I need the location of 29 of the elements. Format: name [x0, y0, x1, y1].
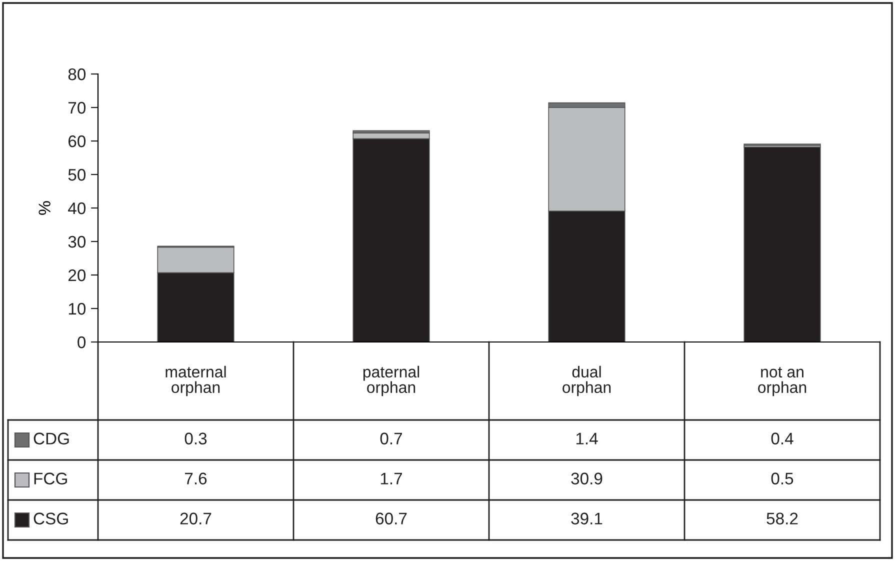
- data-label: 1.4: [576, 432, 598, 444]
- data-label: 30.9: [571, 472, 602, 484]
- data-label: 39.1: [571, 512, 602, 524]
- y-tick-label: 80: [68, 68, 86, 80]
- y-tick-label: 20: [68, 269, 86, 282]
- x-tick-label: paternal orphan: [363, 366, 420, 396]
- y-tick-label: 0: [78, 336, 86, 348]
- data-label: 0.7: [380, 432, 402, 444]
- x-tick-label: dual orphan: [562, 366, 611, 396]
- y-axis-title: %: [38, 201, 50, 215]
- x-tick-label: not an orphan: [758, 367, 806, 396]
- data-label: 7.6: [185, 472, 207, 484]
- y-tick-label: 50: [68, 168, 86, 181]
- y-tick-label: 10: [68, 302, 86, 315]
- y-tick-label: 30: [68, 236, 86, 248]
- data-label: 0.3: [184, 432, 207, 444]
- legend-label: CSG: [34, 512, 68, 524]
- data-label: 0.4: [771, 432, 794, 444]
- data-label: 0.5: [771, 472, 794, 484]
- y-tick-label: 40: [68, 202, 86, 214]
- data-label: 1.7: [380, 472, 402, 484]
- legend-label: CDG: [34, 432, 69, 444]
- x-tick-label: maternal orphan: [166, 366, 226, 396]
- y-tick-label: 70: [68, 102, 86, 114]
- y-tick-label: 60: [68, 135, 86, 148]
- data-label: 20.7: [180, 512, 212, 524]
- legend-label: FCG: [34, 472, 67, 484]
- data-label: 60.7: [376, 512, 407, 524]
- data-label: 58.2: [766, 512, 798, 524]
